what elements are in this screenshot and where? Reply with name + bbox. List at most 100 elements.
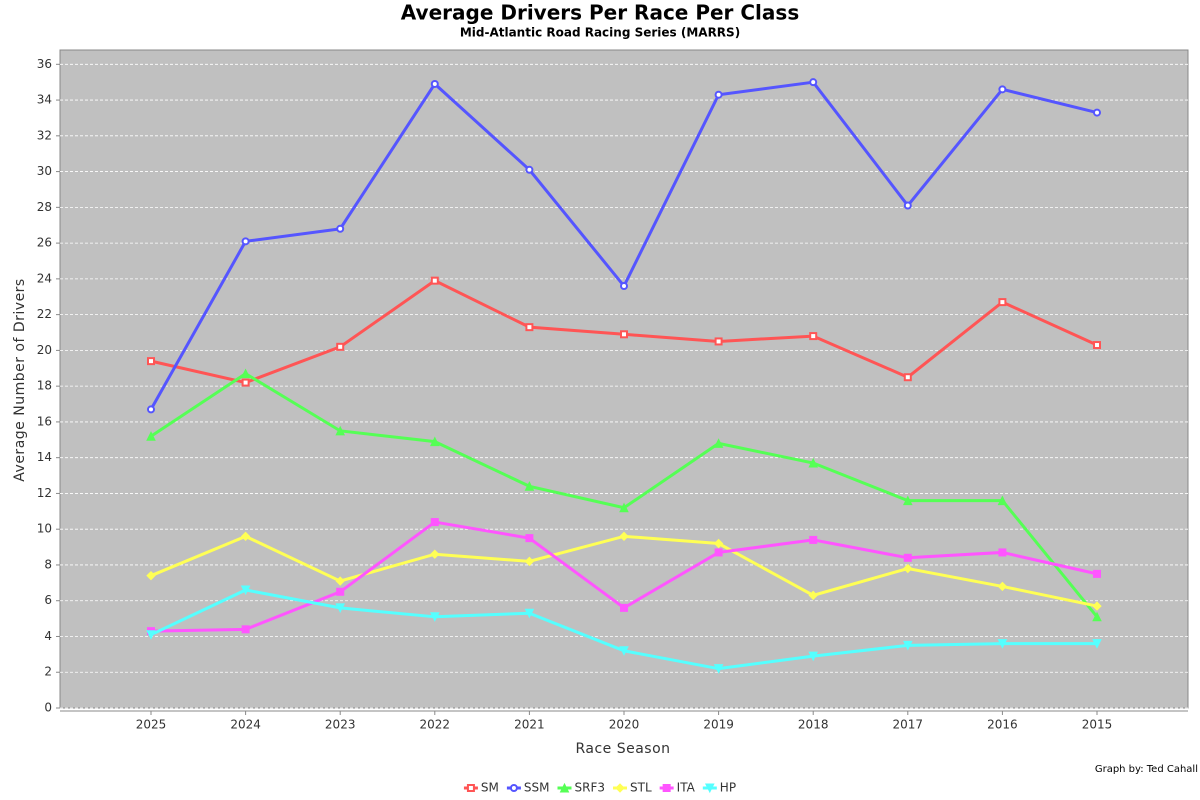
legend-label: HP [720, 781, 736, 795]
marker [808, 590, 818, 601]
y-tick-label: 6 [44, 593, 52, 607]
marker [620, 603, 628, 612]
marker [620, 330, 628, 339]
marker [903, 373, 912, 382]
x-tick-label: 2022 [420, 718, 451, 732]
legend-label: STL [630, 781, 652, 795]
marker [713, 664, 724, 674]
y-tick-label: 16 [37, 414, 52, 428]
x-tick-label: 2015 [1082, 718, 1113, 732]
x-tick-label: 2016 [987, 718, 1018, 732]
marker [336, 587, 345, 596]
marker [997, 495, 1008, 506]
marker [430, 518, 439, 527]
y-tick-label: 2 [44, 665, 52, 679]
marker [430, 276, 439, 285]
marker [430, 79, 439, 88]
marker [1092, 611, 1102, 622]
marker [240, 531, 251, 542]
marker [808, 651, 819, 662]
marker [335, 425, 346, 436]
marker [430, 549, 440, 559]
marker [713, 438, 724, 448]
marker [336, 224, 345, 233]
marker [524, 481, 535, 491]
marker [241, 625, 250, 634]
marker [525, 534, 534, 543]
chart-title: Average Drivers Per Race Per Class [401, 1, 799, 25]
marker [997, 581, 1008, 592]
x-tick-label: 2017 [893, 718, 924, 732]
marker [903, 201, 912, 210]
y-tick-label: 28 [37, 200, 52, 214]
marker [714, 337, 723, 346]
legend-item: SRF3 [557, 781, 606, 795]
marker [809, 332, 818, 341]
marker [1093, 341, 1101, 350]
legend-label: SRF3 [575, 781, 606, 795]
marker [147, 357, 155, 366]
marker [997, 639, 1008, 649]
marker [241, 378, 250, 387]
marker [619, 531, 629, 542]
marker [525, 323, 534, 332]
y-tick-label: 4 [44, 629, 52, 643]
legend-item: HP [702, 781, 736, 795]
marker [1092, 639, 1102, 649]
y-tick-label: 10 [37, 522, 52, 536]
marker [336, 342, 345, 351]
marker [809, 535, 818, 544]
x-tick-label: 2024 [230, 718, 261, 732]
marker [241, 237, 250, 246]
marker [619, 502, 629, 513]
x-tick-label: 2025 [136, 718, 167, 732]
y-tick-label: 12 [37, 486, 52, 500]
marker [808, 457, 819, 468]
marker [902, 640, 913, 651]
y-tick-label: 14 [37, 450, 52, 464]
marker [335, 603, 346, 613]
chart-subtitle: Mid-Atlantic Road Racing Series (MARRS) [460, 26, 740, 40]
marker [146, 630, 156, 640]
y-tick-label: 24 [37, 271, 52, 285]
y-tick-label: 22 [37, 307, 52, 321]
marker [998, 298, 1007, 307]
legend-item: SM [463, 781, 499, 795]
marker [429, 436, 440, 447]
marker [903, 563, 913, 574]
x-axis-label: Race Season [575, 741, 670, 757]
marker [619, 646, 629, 656]
marker [903, 553, 912, 562]
marker [466, 784, 475, 792]
y-tick-label: 34 [37, 93, 52, 107]
marker [902, 495, 913, 506]
marker [714, 90, 723, 99]
x-tick-label: 2019 [703, 718, 734, 732]
marker [620, 282, 628, 291]
y-tick-label: 0 [44, 701, 52, 715]
marker [524, 556, 535, 567]
legend-item: STL [613, 781, 652, 795]
marker [525, 165, 534, 174]
credit: Graph by: Ted Cahall [1095, 764, 1198, 775]
y-tick-label: 30 [37, 164, 52, 178]
marker [662, 784, 671, 792]
y-axis-label: Average Number of Drivers [12, 278, 28, 481]
marker [998, 85, 1007, 94]
y-tick-label: 8 [44, 557, 52, 571]
x-tick-label: 2018 [798, 718, 829, 732]
y-tick-label: 20 [37, 343, 52, 357]
legend-item: ITA [659, 781, 696, 795]
marker [809, 78, 818, 87]
x-tick-label: 2020 [609, 718, 640, 732]
marker [1093, 569, 1101, 578]
marker [559, 782, 570, 793]
legend: SM SSM SRF3 STL ITA HP [463, 781, 736, 795]
marker [1093, 108, 1101, 117]
marker [704, 783, 715, 794]
x-tick-label: 2023 [325, 718, 356, 732]
marker [146, 570, 156, 581]
legend-item: SSM [506, 781, 550, 795]
marker [998, 548, 1007, 557]
